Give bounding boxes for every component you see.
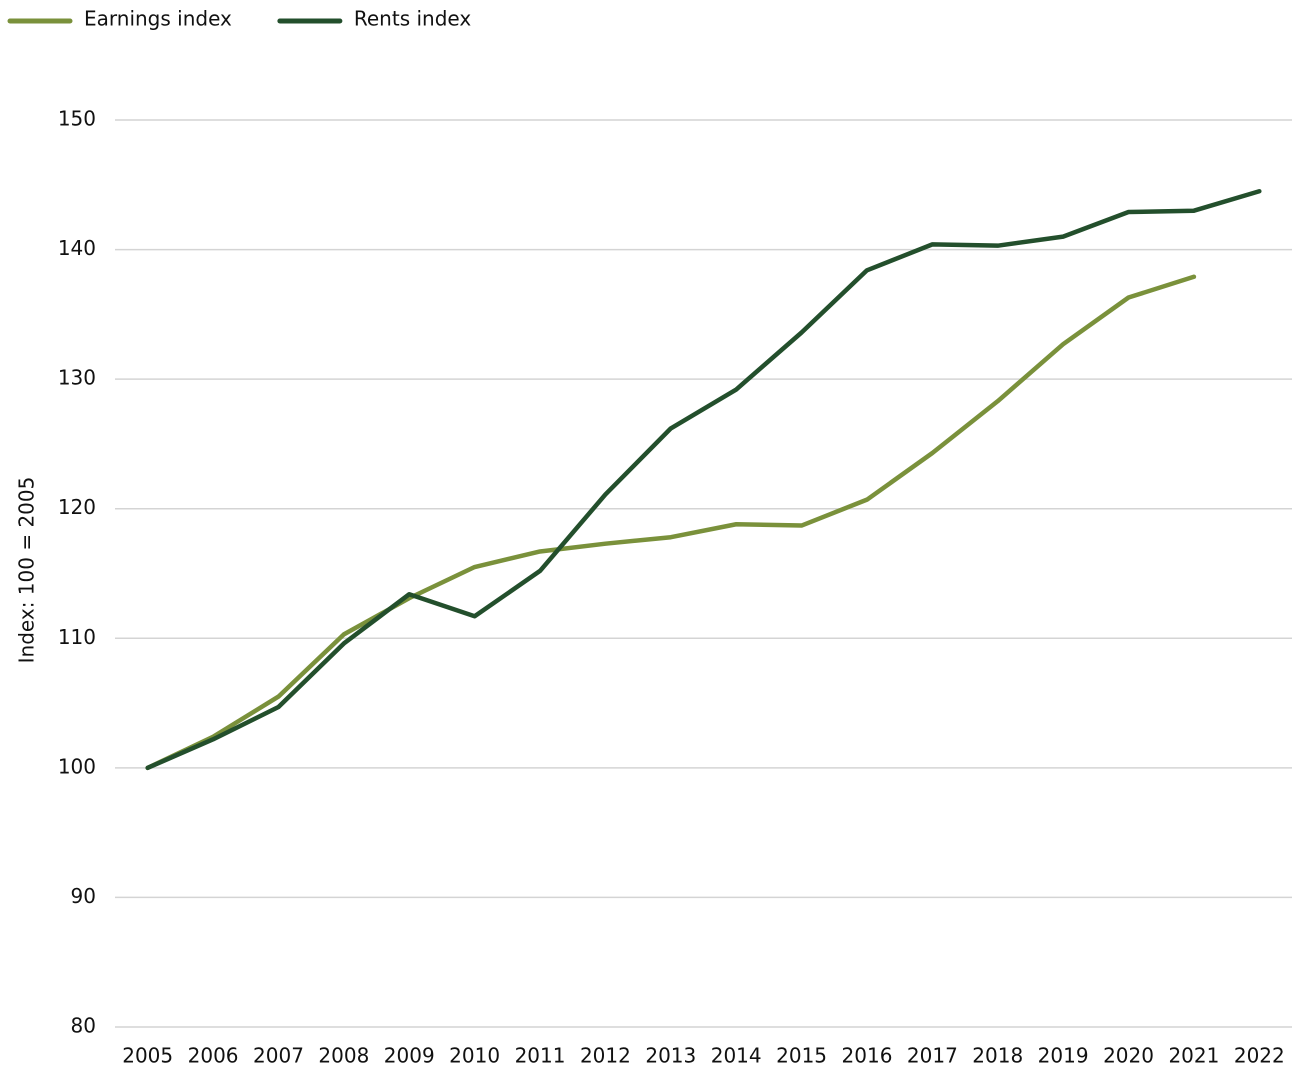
y-tick-label: 110 [58,625,96,649]
x-tick-label: 2007 [253,1044,304,1068]
x-tick-label: 2021 [1168,1044,1219,1068]
y-tick-label: 140 [58,236,96,260]
line-series [145,189,1262,771]
y-tick-label: 130 [58,366,96,390]
x-tick-label: 2010 [449,1044,500,1068]
x-tick-label: 2015 [776,1044,827,1068]
x-tick-label: 2006 [188,1044,239,1068]
legend-label: Rents index [354,7,471,31]
x-tick-label: 2011 [515,1044,566,1068]
x-tick-label: 2005 [122,1044,173,1068]
x-tick-label: 2017 [907,1044,958,1068]
x-tick-label: 2013 [645,1044,696,1068]
x-tick-label: 2008 [318,1044,369,1068]
x-tick-label: 2012 [580,1044,631,1068]
x-tick-label: 2016 [842,1044,893,1068]
y-tick-label: 90 [71,884,96,908]
x-tick-label: 2020 [1103,1044,1154,1068]
legend-label: Earnings index [84,7,232,31]
x-tick-label: 2022 [1234,1044,1285,1068]
x-tick-label: 2009 [384,1044,435,1068]
y-tick-label: 120 [58,495,96,519]
x-tick-label: 2018 [972,1044,1023,1068]
y-tick-label: 150 [58,107,96,131]
x-tick-label: 2019 [1038,1044,1089,1068]
y-tick-label: 100 [58,754,96,778]
y-axis-label: Index: 100 = 2005 [15,477,39,664]
x-tick-label: 2014 [711,1044,762,1068]
line-series [145,274,1197,771]
y-tick-label: 80 [71,1014,96,1038]
